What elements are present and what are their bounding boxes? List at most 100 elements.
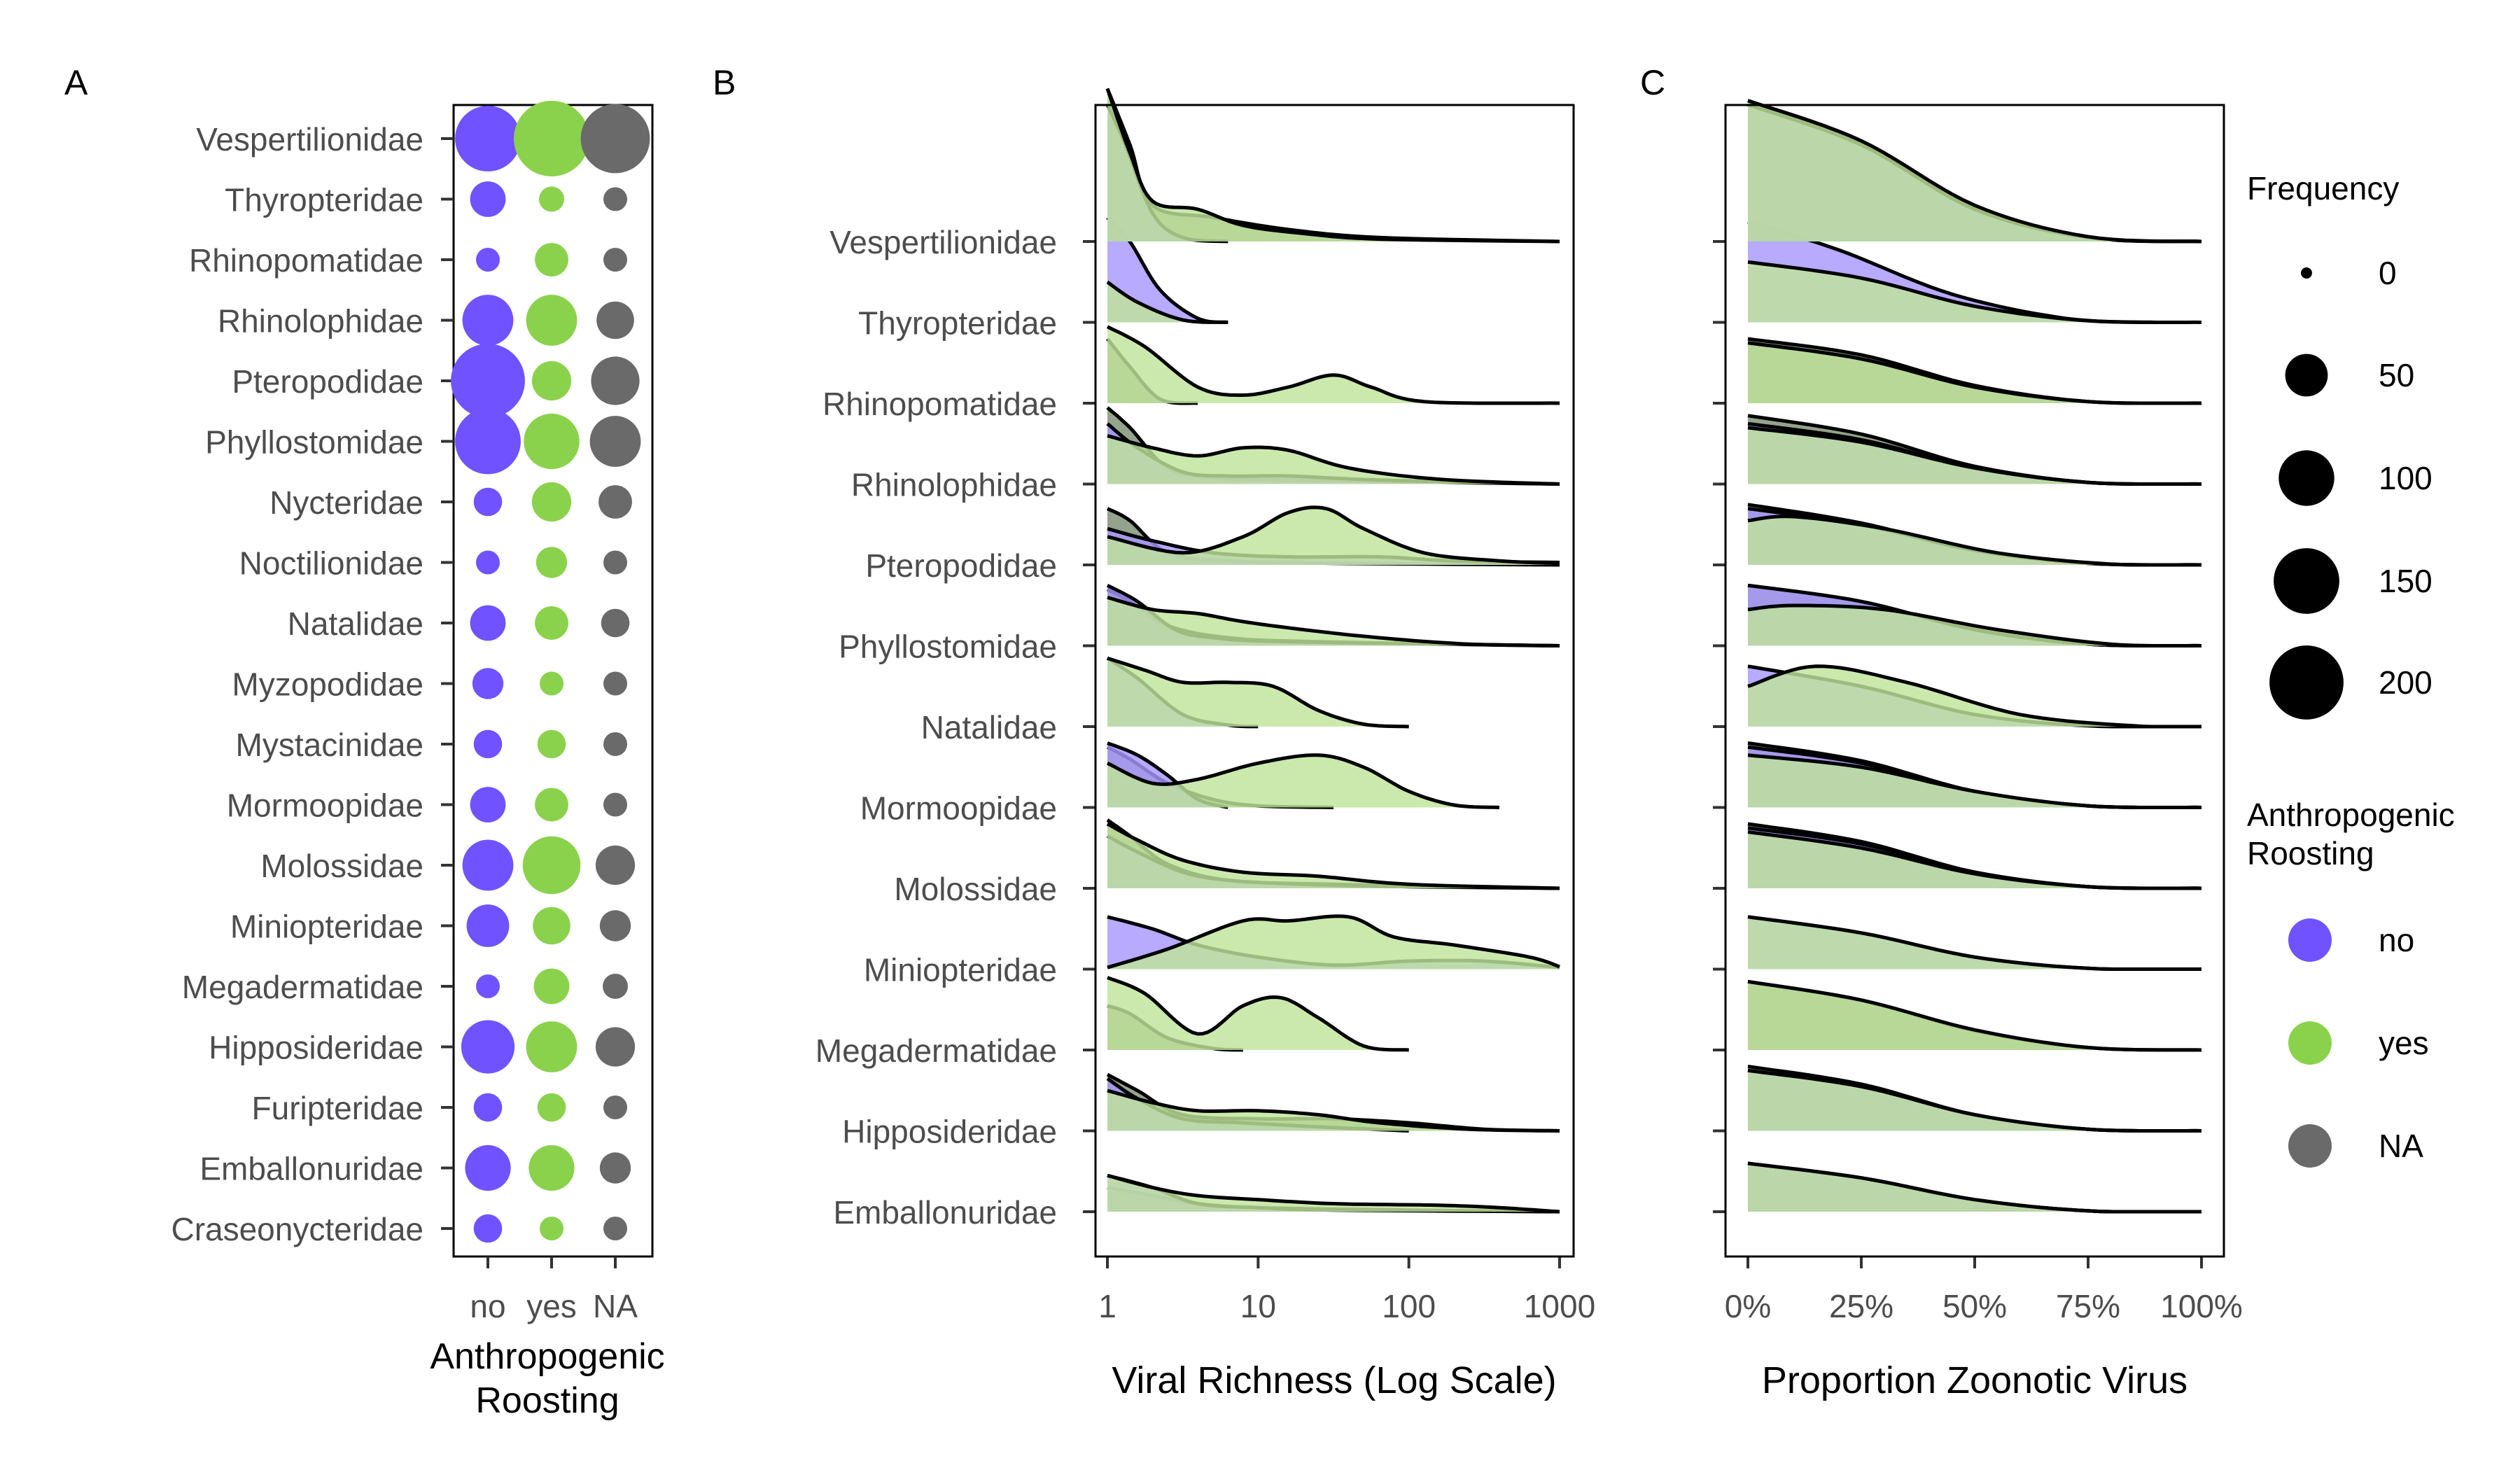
c-ridge-fill-rhinolophidae-yes (1748, 428, 2202, 484)
b-ridge-line-phyllostomidae-yes (1107, 596, 1560, 648)
a-point-furipteridae-yes (537, 1093, 566, 1122)
a-ylabel-myzopodidae: Myzopodidae (232, 666, 424, 703)
a-point-rhinopomatidae-na (603, 248, 627, 272)
c-ridge-line-rhinolophidae-yes (1747, 426, 2202, 486)
a-ylabel-nycteridae: Nycteridae (270, 484, 424, 521)
b-ylabel-megadermatidae: Megadermatidae (816, 1032, 1057, 1069)
b-ridge-fill-thyropteridae-yes (1107, 282, 1228, 323)
a-point-rhinolophidae-no (462, 295, 514, 346)
a-ylabel-rhinopomatidae: Rhinopomatidae (189, 242, 424, 279)
a-ylabel-natalidae: Natalidae (288, 606, 424, 642)
c-ridge-line-thyropteridae-yes (1747, 260, 2202, 324)
panel-a-xlabel-line1: Anthropogenic (430, 1336, 664, 1377)
c-ridge-line-hipposideridae-yes (1747, 1068, 2202, 1133)
c-ridge-line-miniopteridae-yes (1747, 915, 2202, 971)
c-ridge-fill-vespertilionidae-yes (1748, 100, 2202, 241)
b-ridge-line-miniopteridae-yes (1107, 914, 1560, 969)
a-point-furipteridae-no (473, 1093, 503, 1122)
a-point-molossidae-no (462, 839, 514, 891)
a-point-noctilionidae-yes (536, 547, 568, 578)
c-ridge-fill-megadermatidae-yes (1748, 981, 2202, 1050)
c-ridge-fill-rhinopomatidae-yes (1748, 342, 2202, 403)
c-ridge-line-megadermatidae-yes (1747, 979, 2202, 1052)
a-xlabel-yes: yes (526, 1288, 577, 1324)
c-ridge-fill-pteropodidae-yes (1748, 516, 2202, 565)
legend-color-key-yes (2288, 1021, 2332, 1065)
a-ylabel-miniopteridae: Miniopteridae (230, 909, 424, 945)
a-point-miniopteridae-no (466, 904, 510, 947)
a-point-mormoopidae-na (603, 792, 627, 817)
b-ridge-fill-rhinolophidae-yes (1107, 435, 1560, 484)
a-ylabel-hipposideridae: Hipposideridae (209, 1030, 424, 1066)
a-point-hipposideridae-no (461, 1020, 515, 1074)
b-ridge-line-megadermatidae-yes (1107, 976, 1409, 1052)
panel-label-b: B (713, 63, 736, 102)
b-ridge-fill-pteropodidae-yes (1107, 507, 1560, 565)
panel-c: 0% 25% 50% 75% 100% Proportion Zoonotic Viru… (1713, 99, 2243, 1401)
a-ylabel-noctilionidae: Noctilionidae (239, 545, 424, 582)
a-point-vespertilionidae-na (580, 104, 650, 174)
a-point-miniopteridae-yes (533, 906, 570, 945)
b-ylabel-pteropodidae: Pteropodidae (865, 547, 1057, 584)
b-xtick-label: 1000 (1524, 1288, 1595, 1324)
b-ridge-line-rhinolophidae-yes (1107, 434, 1560, 486)
a-point-emballonuridae-yes (528, 1144, 575, 1191)
b-xtick-label: 10 (1240, 1288, 1276, 1324)
b-ridge-fill-thyropteridae-no (1107, 218, 1228, 323)
a-point-pteropodidae-na (591, 356, 640, 405)
legend-color-key-no (2288, 918, 2332, 962)
panel-a: Vespertilionidae Thyropteridae Rhinopomati… (171, 101, 665, 1421)
legend: Frequency 0 50 100 150 200 Anthropogenic Roo… (2247, 170, 2455, 1168)
c-xtick-label: 100% (2160, 1288, 2243, 1324)
a-point-natalidae-na (601, 608, 630, 638)
legend-size-label-150: 150 (2379, 563, 2432, 599)
legend-size-label-50: 50 (2379, 357, 2414, 393)
panel-c-xlabel: Proportion Zoonotic Virus (1762, 1359, 2188, 1401)
c-ridge-line-emballonuridae-yes (1747, 1161, 2202, 1214)
legend-size-key-200 (2269, 645, 2344, 720)
a-point-phyllostomidae-na (589, 416, 641, 467)
b-ylabel-natalidae: Natalidae (921, 709, 1057, 746)
a-point-nycteridae-na (598, 485, 632, 519)
a-point-craseonycteridae-yes (540, 1217, 564, 1240)
a-ylabel-mystacinidae: Mystacinidae (236, 727, 424, 763)
a-point-thyropteridae-no (470, 181, 506, 217)
a-point-megadermatidae-yes (533, 968, 570, 1004)
a-point-myzopodidae-no (472, 668, 504, 699)
legend-size-key-0 (2301, 267, 2312, 279)
c-ridge-line-natalidae-yes (1747, 664, 2202, 729)
b-ridge-fill-molossidae-yes (1107, 824, 1560, 888)
b-ridge-line-mormoopidae-yes (1106, 753, 1499, 809)
a-point-hipposideridae-na (595, 1027, 636, 1067)
a-xlabel-na: NA (593, 1288, 638, 1324)
c-xtick-label: 75% (2056, 1288, 2120, 1324)
panel-label-c: C (1640, 63, 1665, 102)
a-point-molossidae-na (595, 845, 636, 886)
a-point-rhinopomatidae-yes (535, 243, 568, 276)
a-xlabel-no: no (470, 1288, 505, 1324)
c-ridge-line-vespertilionidae-yes (1747, 99, 2202, 244)
a-point-mormoopidae-yes (535, 788, 568, 822)
legend-size-key-100 (2278, 450, 2334, 506)
c-xtick-label: 0% (1725, 1288, 1771, 1324)
a-point-rhinopomatidae-no (476, 248, 500, 272)
c-ridge-fill-miniopteridae-yes (1748, 916, 2202, 969)
a-ylabel-craseonycteridae: Craseonycteridae (171, 1211, 424, 1247)
b-ylabel-thyropteridae: Thyropteridae (858, 305, 1057, 342)
panel-b-xlabel: Viral Richness (Log Scale) (1112, 1359, 1556, 1401)
a-point-megadermatidae-no (476, 974, 500, 998)
b-ridge-line-thyropteridae-yes (1106, 280, 1228, 324)
a-point-phyllostomidae-no (455, 408, 521, 475)
legend-size-label-100: 100 (2379, 460, 2432, 496)
b-ylabel-rhinolophidae: Rhinolophidae (851, 467, 1057, 503)
b-ridge-fill-rhinopomatidae-yes (1107, 326, 1560, 403)
legend-color-label-no: no (2379, 922, 2414, 958)
b-xtick-label: 1 (1098, 1288, 1116, 1324)
a-ylabel-emballonuridae: Emballonuridae (200, 1151, 424, 1187)
a-point-natalidae-yes (535, 606, 568, 640)
a-ylabel-molossidae: Molossidae (260, 848, 424, 884)
a-point-craseonycteridae-no (473, 1214, 503, 1243)
a-point-thyropteridae-na (603, 187, 627, 211)
legend-size-key-50 (2285, 354, 2328, 397)
